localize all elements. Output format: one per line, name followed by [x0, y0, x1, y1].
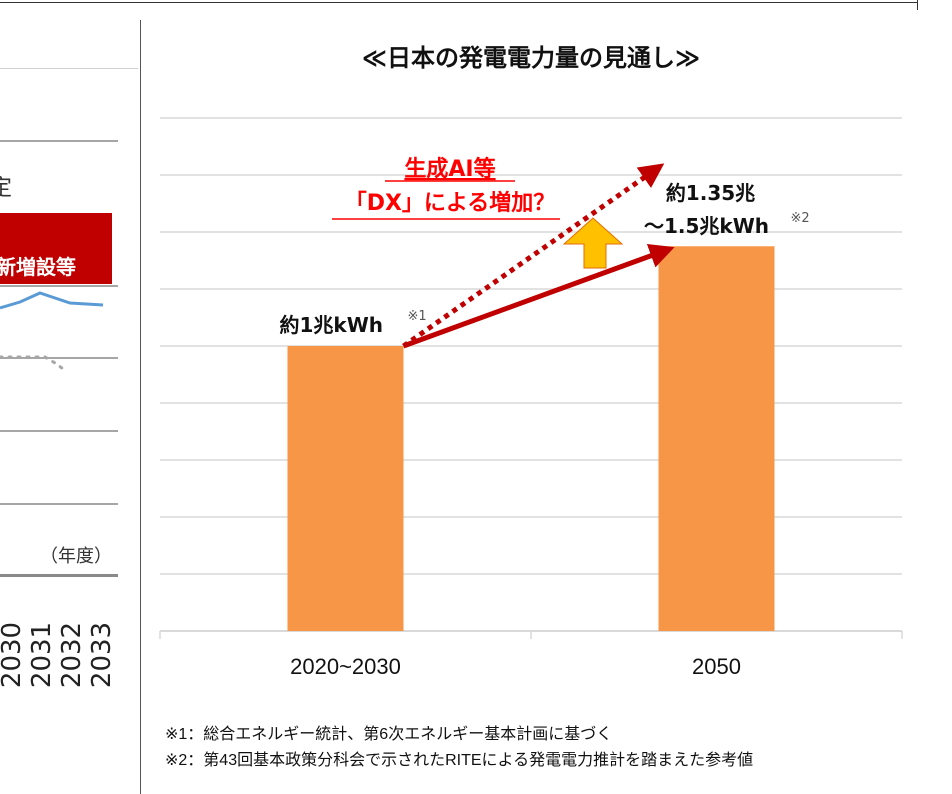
data-label: 約1.35兆	[666, 181, 755, 205]
main-chart: 2020~2030 2050 約1兆kWh ※1 約1.35兆 ～1.5兆kWh ※2 生成…	[159, 117, 903, 679]
left-red-callout: 新増設等	[0, 213, 112, 284]
x-tick-label: 2020~2030	[290, 654, 401, 679]
left-gray-dotted-series	[0, 355, 68, 373]
footnote-1: ※1：総合エネルギー統計、第6次エネルギー基本計画に基づく	[165, 726, 613, 743]
panel-divider	[140, 20, 141, 794]
data-label-note: ※1	[408, 309, 427, 324]
growth-arrow	[402, 243, 675, 349]
up-arrow-icon	[562, 217, 624, 269]
left-top-line	[0, 68, 138, 69]
left-gridline	[0, 357, 118, 359]
bar	[658, 246, 775, 631]
left-year-unit: （年度）	[40, 546, 112, 567]
left-gridline	[0, 140, 118, 142]
annotation-line2: 「DX」による増加？	[345, 190, 556, 216]
left-gridline	[0, 285, 118, 287]
x-tick-label: 2050	[692, 654, 741, 679]
left-cut-label: 定	[0, 176, 13, 201]
left-gridline	[0, 430, 118, 432]
left-x-axis	[0, 574, 118, 577]
data-label: ～1.5兆kWh	[644, 214, 769, 238]
top-border	[0, 0, 918, 3]
footnotes: ※1：総合エネルギー統計、第6次エネルギー基本計画に基づく ※2：第43回基本政…	[165, 722, 753, 774]
left-blue-series	[0, 291, 104, 310]
left-lines	[0, 291, 104, 373]
left-gridline	[0, 503, 118, 505]
dx-growth-dotted-arrow	[402, 163, 665, 349]
left-red-callout-text: 新増設等	[0, 255, 76, 279]
chart-title: ≪日本の発電電力量の見通し≫	[361, 44, 701, 72]
data-label-note: ※2	[791, 211, 810, 226]
bar	[287, 346, 404, 631]
annotation-line1: 生成AI等	[404, 156, 495, 182]
footnote-2: ※2：第43回基本政策分科会で示されたRITEによる発電電力推計を踏まえた参考値	[165, 752, 754, 769]
data-label: 約1兆kWh	[280, 313, 384, 337]
frame-edge	[917, 0, 918, 10]
